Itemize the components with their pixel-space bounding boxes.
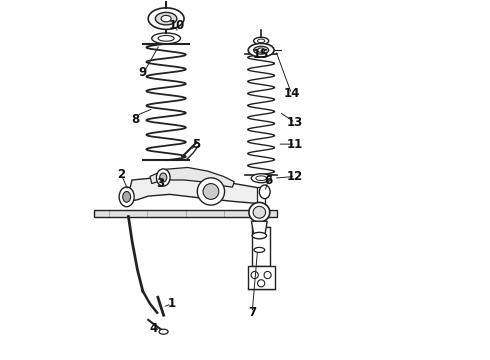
Text: 8: 8	[131, 113, 140, 126]
Ellipse shape	[258, 39, 265, 42]
Ellipse shape	[256, 176, 267, 180]
Ellipse shape	[249, 202, 270, 222]
Circle shape	[197, 178, 224, 205]
Bar	[257, 187, 266, 226]
Ellipse shape	[254, 46, 269, 54]
Ellipse shape	[122, 192, 131, 202]
Text: 7: 7	[248, 306, 256, 319]
Circle shape	[203, 184, 219, 199]
Text: 12: 12	[287, 170, 303, 183]
Circle shape	[264, 271, 271, 279]
Text: 15: 15	[253, 48, 270, 61]
Ellipse shape	[161, 15, 171, 22]
Ellipse shape	[258, 48, 265, 52]
Polygon shape	[150, 167, 234, 187]
Ellipse shape	[252, 232, 267, 239]
Text: 5: 5	[193, 138, 201, 150]
Ellipse shape	[148, 8, 184, 30]
Ellipse shape	[155, 12, 177, 25]
Ellipse shape	[251, 174, 271, 183]
Ellipse shape	[156, 169, 170, 186]
Bar	[252, 226, 270, 266]
Text: 10: 10	[169, 19, 185, 32]
Ellipse shape	[259, 185, 270, 199]
Text: 2: 2	[117, 168, 125, 181]
Polygon shape	[251, 221, 267, 234]
Ellipse shape	[158, 36, 174, 41]
Circle shape	[251, 271, 258, 279]
Ellipse shape	[160, 173, 167, 182]
Polygon shape	[123, 176, 269, 203]
Ellipse shape	[159, 329, 168, 334]
Bar	[95, 211, 277, 217]
Ellipse shape	[254, 247, 265, 252]
Text: 4: 4	[149, 322, 158, 335]
Text: 3: 3	[157, 177, 165, 190]
Text: 14: 14	[283, 87, 300, 100]
Ellipse shape	[248, 43, 274, 57]
Text: 11: 11	[287, 138, 303, 150]
Circle shape	[258, 280, 265, 287]
Text: 1: 1	[168, 297, 175, 310]
Ellipse shape	[254, 37, 269, 44]
Text: 6: 6	[264, 174, 272, 186]
Ellipse shape	[119, 187, 134, 207]
Bar	[247, 266, 275, 289]
Text: 9: 9	[139, 66, 147, 79]
Ellipse shape	[152, 33, 180, 44]
Ellipse shape	[253, 206, 266, 218]
Text: 13: 13	[287, 116, 303, 129]
